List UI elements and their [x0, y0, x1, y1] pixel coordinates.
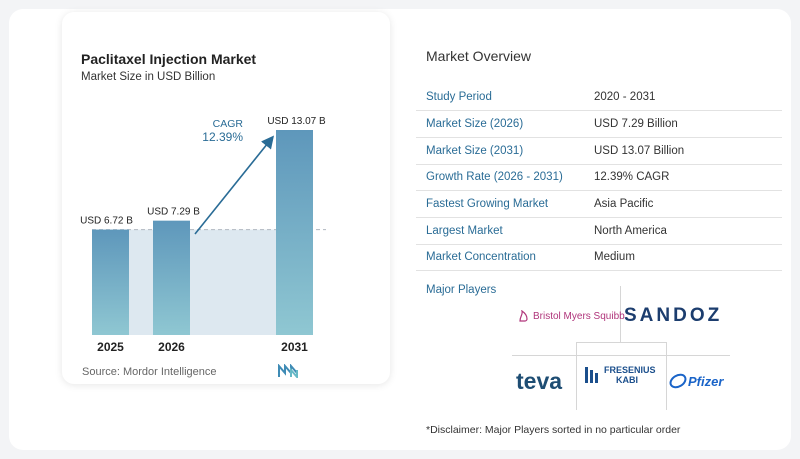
overview-row: Study Period 2020 - 2031 [416, 84, 782, 112]
bar-2031 [276, 130, 313, 335]
bms-flame-icon [519, 310, 528, 322]
x-tick-label: 2025 [97, 340, 124, 354]
row-label: Market Size (2031) [416, 137, 586, 165]
bar-2026 [153, 220, 190, 335]
x-tick-label: 2026 [158, 340, 185, 354]
grid-divider [512, 355, 730, 356]
fresenius-mark-icon [585, 367, 598, 383]
sandoz-name: SANDOZ [624, 305, 723, 326]
fresenius-name: FRESENIUS [604, 365, 656, 375]
kabi-name: KABI [616, 375, 638, 385]
overview-row: Growth Rate (2026 - 2031) 12.39% CAGR [416, 164, 782, 192]
row-label: Market Concentration [416, 244, 586, 272]
grid-divider [576, 342, 666, 343]
fresenius-kabi-logo: FRESENIUS KABI [584, 365, 656, 385]
overview-row: Market Size (2026) USD 7.29 Billion [416, 110, 782, 138]
row-value: Medium [586, 244, 782, 272]
sandoz-logo: SANDOZ [624, 305, 722, 327]
disclaimer: *Disclaimer: Major Players sorted in no … [426, 424, 681, 436]
grid-divider [666, 342, 667, 410]
overview-row: Largest Market North America [416, 217, 782, 245]
grid-divider [620, 286, 621, 342]
overview-row: Fastest Growing Market Asia Pacific [416, 190, 782, 218]
overview-title: Market Overview [426, 48, 532, 64]
row-label: Study Period [416, 84, 586, 112]
pfizer-logo: Pfizer [669, 372, 723, 390]
data-label: USD 7.29 B [147, 207, 200, 218]
row-value: 2020 - 2031 [586, 84, 782, 112]
chart-subtitle: Market Size in USD Billion [81, 71, 216, 83]
overview-row: Market Concentration Medium [416, 244, 782, 272]
overview-row: Market Size (2031) USD 13.07 Billion [416, 137, 782, 165]
row-value: North America [586, 217, 782, 245]
row-label: Market Size (2026) [416, 110, 586, 138]
grid-divider [576, 342, 577, 410]
row-label: Largest Market [416, 217, 586, 245]
bar-2025 [92, 229, 129, 335]
data-label: USD 6.72 B [80, 216, 133, 227]
overview-table: Study Period 2020 - 2031 Market Size (202… [416, 84, 782, 272]
source-note: Source: Mordor Intelligence [82, 366, 217, 378]
data-label: USD 13.07 B [267, 116, 326, 127]
row-value: Asia Pacific [586, 190, 782, 218]
row-label: Fastest Growing Market [416, 190, 586, 218]
pfizer-pill-icon [669, 373, 687, 389]
x-tick-label: 2031 [281, 340, 308, 354]
row-value: 12.39% CAGR [586, 164, 782, 192]
row-label: Growth Rate (2026 - 2031) [416, 164, 586, 192]
cagr-label: CAGR [213, 118, 244, 130]
teva-name: teva [516, 368, 563, 394]
row-value: USD 13.07 Billion [586, 137, 782, 165]
bristol-myers-squibb-logo: Bristol Myers Squibb [518, 310, 625, 322]
major-players-title: Major Players [426, 284, 497, 296]
baseline-band [129, 229, 276, 335]
cagr-arrow [194, 135, 275, 235]
cagr-value: 12.39% [202, 130, 243, 144]
mordor-intelligence-logo-icon [278, 364, 298, 378]
teva-logo: teva [516, 368, 562, 395]
row-value: USD 7.29 Billion [586, 110, 782, 138]
pfizer-name: Pfizer [688, 373, 724, 389]
chart-title: Paclitaxel Injection Market [81, 51, 257, 67]
bms-name: Bristol Myers Squibb [533, 310, 625, 322]
